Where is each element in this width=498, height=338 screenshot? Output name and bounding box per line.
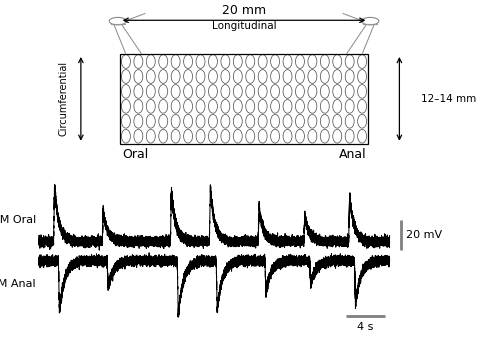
- Text: 20 mV: 20 mV: [406, 230, 442, 240]
- Text: Oral: Oral: [122, 148, 148, 161]
- Text: Circumferential: Circumferential: [58, 61, 68, 137]
- Text: Anal: Anal: [339, 148, 367, 161]
- Text: 12–14 mm: 12–14 mm: [421, 94, 476, 104]
- Text: 4 s: 4 s: [357, 322, 374, 332]
- Text: Longitudinal: Longitudinal: [212, 21, 276, 31]
- Text: CM Anal: CM Anal: [0, 279, 36, 289]
- Text: CM Oral: CM Oral: [0, 215, 36, 225]
- Bar: [120, 54, 369, 144]
- Text: 20 mm: 20 mm: [222, 4, 266, 18]
